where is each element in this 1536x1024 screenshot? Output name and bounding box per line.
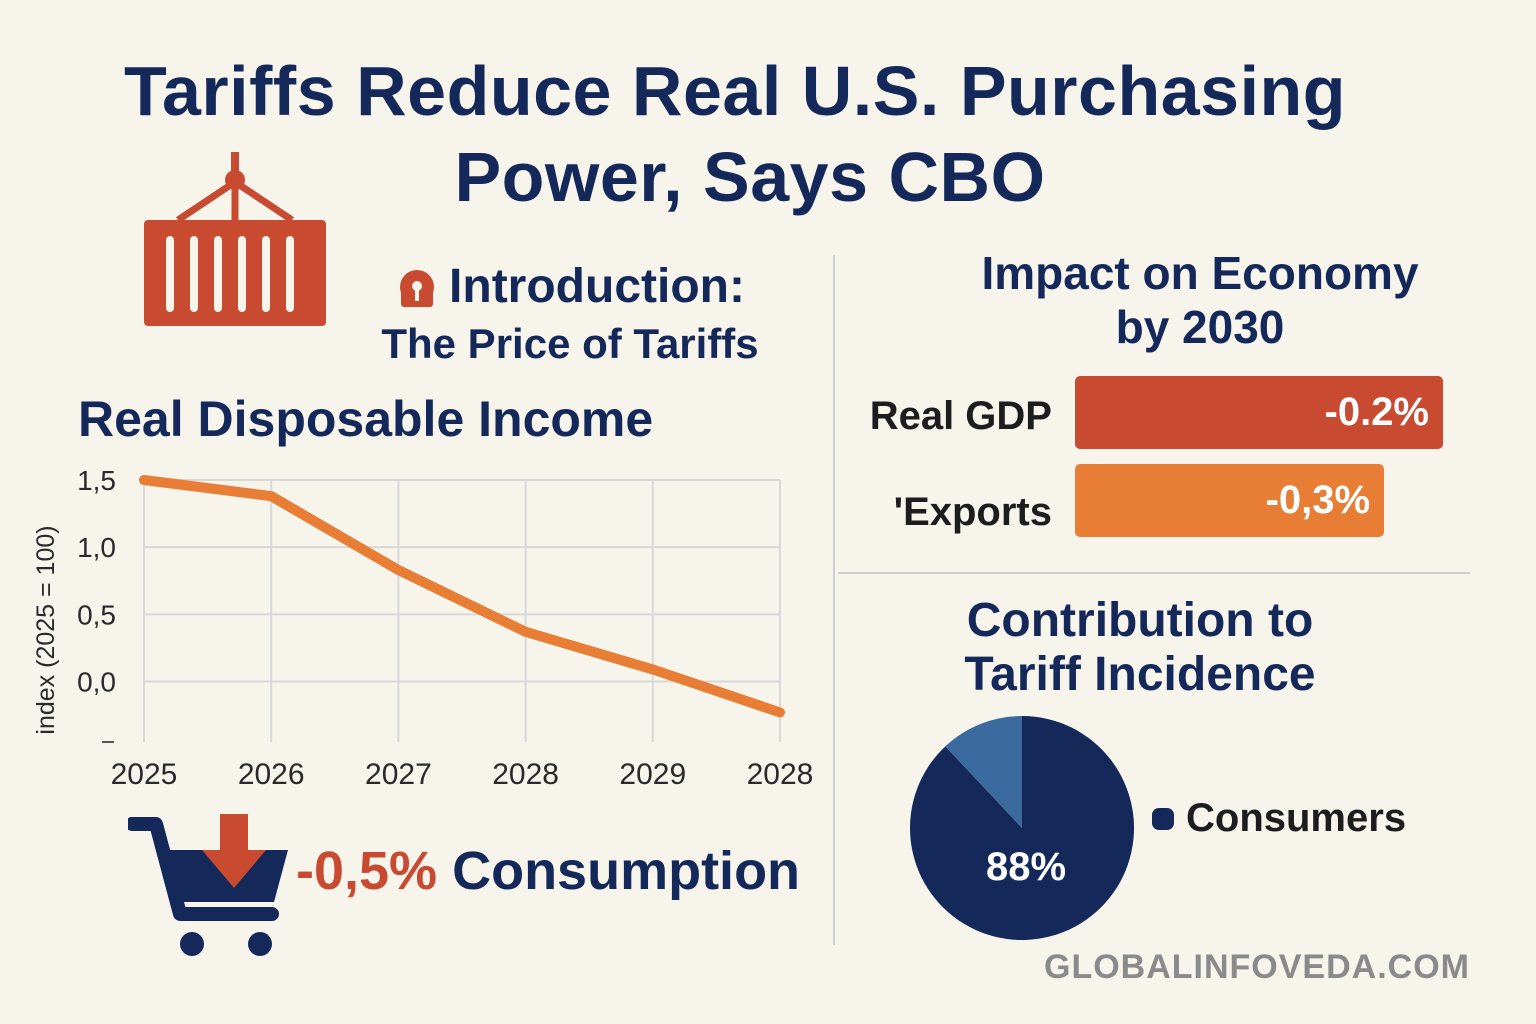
y-tick-label: 1,0 xyxy=(77,532,116,563)
bar-chart-title-line1: Impact on Economy xyxy=(981,247,1419,299)
bar-chart-title-line2: by 2030 xyxy=(1115,301,1285,353)
pie-slice xyxy=(945,716,1022,828)
bar-real-gdp: -0.2% xyxy=(1075,376,1443,449)
x-tick-label: 2026 xyxy=(238,758,305,791)
shopping-cart-icon xyxy=(128,814,288,956)
main-title-line1: Tariffs Reduce Real U.S. Purchasing xyxy=(123,52,1347,130)
x-tick-label: 2028 xyxy=(747,758,814,791)
line-chart-title: Real Disposable Income xyxy=(78,391,654,447)
pie-legend: Consumers xyxy=(1152,796,1406,841)
pie-slice-label: 88% xyxy=(986,845,1066,889)
consumption-value: -0,5% xyxy=(296,841,438,901)
line-chart: 1,5 1,0 0,5 0,0 2025 2026 2027 2028 2029 2028 inde… xyxy=(32,465,814,791)
y-tick-label: 0,5 xyxy=(77,599,116,630)
pie-chart-title: Contribution to Tariff Incidence xyxy=(880,594,1400,702)
bar-label-exports: 'Exports xyxy=(893,490,1052,534)
consumption-label: Consumption xyxy=(452,841,801,901)
pie-chart-title-line1: Contribution to xyxy=(966,594,1314,647)
x-tick-label: 2029 xyxy=(619,758,686,791)
legend-label-consumers: Consumers xyxy=(1186,796,1407,840)
pie-chart: 88% xyxy=(910,716,1134,940)
legend-swatch-consumers xyxy=(1152,808,1174,830)
series-line xyxy=(139,475,785,718)
x-tick-label: 2025 xyxy=(111,758,178,791)
main-title-line2: Power, Says CBO xyxy=(454,138,1046,216)
bar-chart-title: Impact on Economy by 2030 xyxy=(900,246,1500,354)
x-tick-label: 2028 xyxy=(492,758,559,791)
y-axis-label: index (2025 = 100) xyxy=(32,525,60,734)
shipping-container-icon xyxy=(144,152,326,326)
consumption-stat: -0,5% Consumption xyxy=(296,840,800,902)
introduction-block: Introduction: The Price of Tariffs xyxy=(340,258,800,372)
intro-subheading: The Price of Tariffs xyxy=(381,320,759,367)
y-tick-label: 0,0 xyxy=(77,667,116,698)
bar-value-exports: -0,3% xyxy=(1265,478,1371,522)
y-tick-label: 1,5 xyxy=(77,465,116,496)
bar-exports: -0,3% xyxy=(1075,464,1385,537)
horizontal-divider xyxy=(838,572,1470,574)
intro-heading: Introduction: xyxy=(449,260,745,313)
main-title: Tariffs Reduce Real U.S. Purchasing Powe… xyxy=(0,48,1470,220)
pie-chart-title-line2: Tariff Incidence xyxy=(964,648,1316,701)
down-arrow-icon xyxy=(202,814,266,888)
bar-value-real-gdp: -0.2% xyxy=(1324,390,1430,434)
footer-site: GLOBALINFOVEDA.COM xyxy=(1044,948,1470,986)
bar-label-real-gdp: Real GDP xyxy=(869,394,1052,438)
vertical-divider xyxy=(833,255,835,945)
x-tick-label: 2027 xyxy=(365,758,432,791)
lock-icon xyxy=(400,270,435,308)
